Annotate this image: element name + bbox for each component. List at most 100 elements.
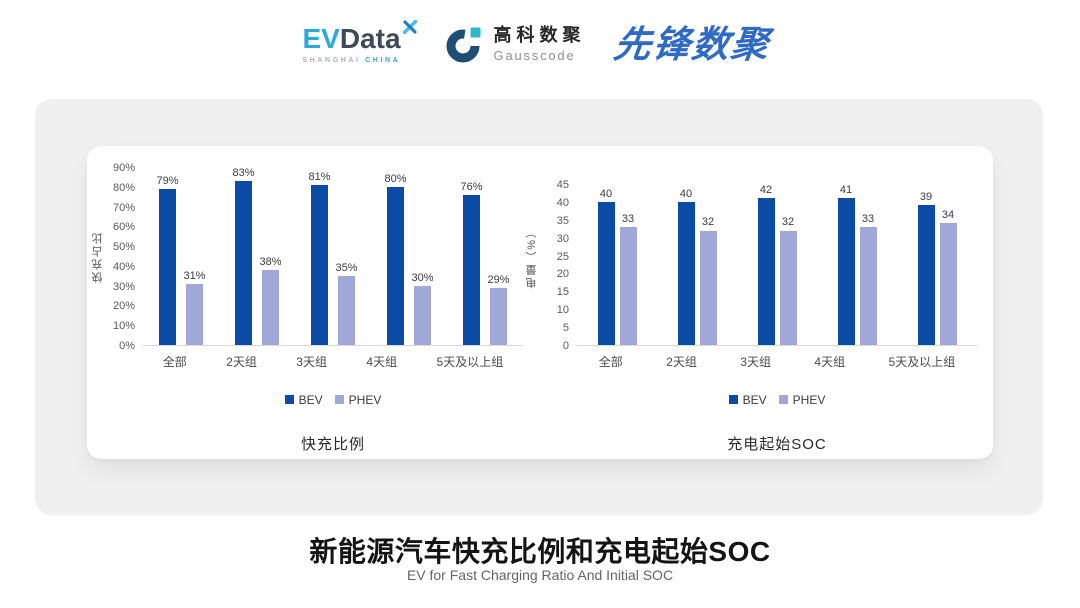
y-tick-label: 60% [112,221,135,234]
bar-phev [414,285,432,345]
bar-unit-phev: 33 [859,184,877,345]
bar-group: 79% 31% [156,167,206,345]
y-tick-label: 10 [556,304,569,317]
bar-group: 80% 30% [384,167,434,345]
category-label: 3天组 [296,355,327,369]
gausscode-logo: 高科数聚 Gausscode [446,24,586,64]
y-tick-label: 0% [119,340,135,352]
y-tick-label: 90% [112,162,135,174]
bar-value-label: 41 [839,184,853,197]
bar-bev [386,186,404,345]
evdata-china-text: CHINA [365,56,401,64]
evdata-logo: EV Data SHANGHAI CHINA [302,19,417,64]
bar-unit-phev: 32 [779,184,797,345]
bar-value-label: 83% [232,167,255,179]
bar-unit-bev: 80% [384,167,407,345]
bar-value-label: 32 [781,216,795,229]
gausscode-text: 高科数聚 Gausscode [494,25,586,63]
bar-unit-phev: 30% [412,167,434,345]
bar-unit-bev: 41 [837,184,855,345]
evdata-wordmark: EV Data [302,19,417,54]
evdata-subtitle: SHANGHAI CHINA [302,57,417,64]
bar-bev [234,181,252,345]
bar-bev [677,201,695,345]
y-tick-label: 45 [556,179,569,191]
plot-area: 40 33 40 32 42 32 41 33 39 34 [577,184,977,346]
y-tick-label: 20% [112,300,135,313]
bar-value-label: 39 [919,191,933,204]
bar-unit-bev: 79% [156,167,179,345]
bar-group: 41 33 [837,184,877,345]
chart-fast-charging-ratio: 快充占比 90% 80% 70% 60% 50% 40% 30% 20% 10% 0% 79% 31… [87,162,523,459]
bar-group: 83% 38% [232,167,282,345]
bar-value-label: 38% [259,255,282,268]
legend-label: BEV [742,392,767,407]
bar-group: 76% 29% [460,167,510,345]
category-label: 全部 [598,355,623,369]
bar-value-label: 79% [156,174,179,187]
legend-label: BEV [298,392,323,407]
bar-group: 40 33 [597,184,637,345]
legend-marker [728,395,738,404]
bar-value-label: 31% [183,269,206,282]
bar-phev [619,226,637,345]
bar-phev [939,223,957,345]
evdata-shanghai-text: SHANGHAI [302,56,361,64]
bar-value-label: 40 [599,187,613,200]
legend-label: PHEV [348,392,382,407]
brand-card: 快充占比 90% 80% 70% 60% 50% 40% 30% 20% 10% 0% 79% 31… [35,99,1043,515]
y-axis-ticks: 45 40 35 30 25 20 15 10 5 0 [541,179,577,352]
legend-item-phev: PHEV [778,390,825,409]
y-tick-label: 50% [112,241,135,254]
bar-value-label: 42 [759,184,773,196]
evdata-data-text: Data [339,22,401,54]
bar-unit-bev: 40 [597,184,615,345]
evdata-ev-text: EV [302,22,340,54]
bar-phev [186,283,204,345]
bar-group: 81% 35% [308,167,358,345]
y-tick-label: 30 [556,232,569,245]
bar-value-label: 35% [335,261,358,274]
evdata-sparkle-icon [402,19,417,34]
bar-unit-bev: 83% [232,167,255,345]
gausscode-en-name: Gausscode [493,47,576,63]
bar-unit-phev: 29% [488,167,510,345]
y-tick-label: 40 [556,196,569,209]
y-tick-label: 5 [562,322,569,335]
bar-unit-bev: 76% [460,167,483,345]
y-tick-label: 70% [112,201,135,214]
bar-value-label: 80% [384,172,407,185]
bar-unit-phev: 35% [336,167,358,345]
legend: BEV PHEV [577,390,977,409]
page-title: 新能源汽车快充比例和充电起始SOC [309,536,771,567]
legend-marker [778,395,788,404]
legend-item-bev: BEV [728,390,767,409]
page-subtitle: EV for Fast Charging Ratio And Initial S… [406,567,674,583]
bar-value-label: 34 [941,209,955,222]
y-tick-label: 40% [112,260,135,273]
bar-value-label: 32 [701,216,715,229]
y-axis-title-wrap: 电量（%） [523,168,541,346]
bar-bev [757,198,775,345]
plot-area: 79% 31% 83% 38% 81% 35% 80% 30% 76% 29% [143,167,523,346]
bar-unit-bev: 40 [677,184,695,345]
bar-group: 39 34 [917,184,957,345]
gausscode-ring-icon [446,27,481,63]
bar-unit-phev: 33 [619,184,637,345]
bar-value-label: 29% [487,273,510,286]
header-logos: EV Data SHANGHAI CHINA 高科数聚 Gausscode 先锋数… [0,19,1080,65]
category-label: 2天组 [226,355,257,369]
bar-unit-phev: 31% [184,167,206,345]
y-tick-label: 35 [556,214,569,227]
y-tick-label: 20 [556,268,569,281]
category-label: 5天及以上组 [436,355,504,369]
y-axis-title-wrap: 快充占比 [89,168,107,346]
y-axis-title: 电量（%） [526,225,538,289]
bar-bev [597,201,615,345]
bar-phev [338,275,356,345]
pioneer-logo: 先锋数聚 [611,23,773,65]
bar-bev [917,205,935,345]
legend-item-bev: BEV [284,390,323,409]
category-label: 4天组 [814,355,846,369]
y-axis-title: 快充占比 [92,231,104,283]
